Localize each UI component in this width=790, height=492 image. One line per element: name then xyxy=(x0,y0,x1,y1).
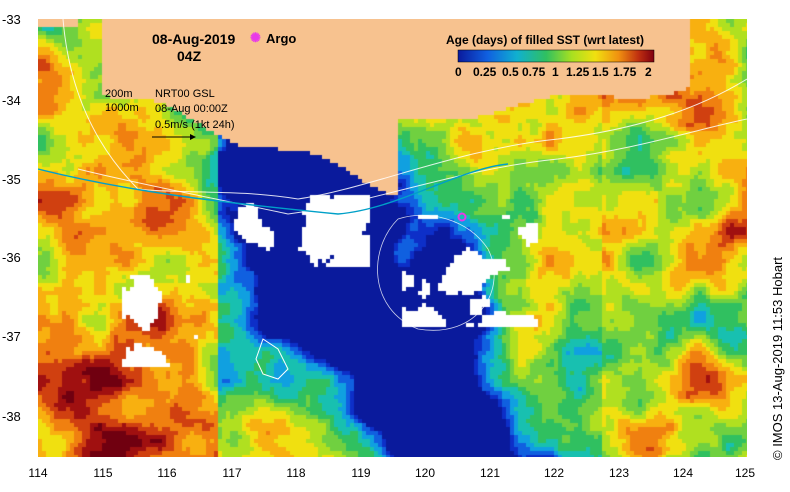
current-scale-arrow xyxy=(152,134,196,140)
lon-tick: 114 xyxy=(28,466,48,480)
lat-tick: -36 xyxy=(2,250,21,265)
legend-tick-8: 2 xyxy=(645,65,652,79)
legend-tick-1: 0.25 xyxy=(473,65,497,79)
argo-float-marker xyxy=(457,212,467,222)
lon-tick: 116 xyxy=(157,466,177,480)
credit-text: © IMOS 13-Aug-2019 11:53 Hobart xyxy=(770,256,785,460)
sst-age-raster xyxy=(38,19,747,457)
legend-title: Age (days) of filled SST (wrt latest) xyxy=(446,33,645,47)
lat-tick: -33 xyxy=(2,12,21,27)
legend-tick-3: 0.75 xyxy=(522,65,546,79)
lon-tick: 123 xyxy=(608,466,630,480)
lon-tick: 119 xyxy=(351,466,371,480)
map-date: 08-Aug-2019 xyxy=(152,31,236,47)
lon-tick: 117 xyxy=(222,466,242,480)
current-scale-label: 0.5m/s (1kt 24h) xyxy=(155,119,235,131)
legend-tick-4: 1 xyxy=(552,65,559,79)
argo-legend-label: Argo xyxy=(266,31,297,46)
map-overlay xyxy=(38,19,747,380)
lon-tick: 122 xyxy=(543,466,565,480)
legend-tick-5: 1.25 xyxy=(566,65,590,79)
lat-tick: -35 xyxy=(2,172,21,187)
isobath-1000m-label: 1000m xyxy=(105,102,139,114)
current-time-label: 08-Aug 00:00Z xyxy=(155,103,228,115)
current-source-label: NRT00 GSL xyxy=(155,88,215,100)
isobath-1000m-line xyxy=(77,118,747,215)
lat-tick: -34 xyxy=(2,93,21,108)
lon-tick: 121 xyxy=(479,466,501,480)
current-vector-line xyxy=(38,163,509,215)
isobath-200m-label: 200m xyxy=(105,88,133,100)
lon-tick: 125 xyxy=(734,466,756,480)
lon-tick: 120 xyxy=(414,466,436,480)
legend-tick-0: 0 xyxy=(455,65,462,79)
lon-tick: 115 xyxy=(93,466,113,480)
legend-tick-7: 1.75 xyxy=(613,65,637,79)
lat-tick: -38 xyxy=(2,409,21,424)
map-time: 04Z xyxy=(177,48,202,64)
eddy-contour-line xyxy=(255,338,289,380)
legend-tick-6: 1.5 xyxy=(592,65,609,79)
sst-map xyxy=(38,19,747,457)
lat-tick: -37 xyxy=(2,329,21,344)
argo-legend-icon: ✺ xyxy=(250,30,261,45)
eddy-contour-line xyxy=(377,214,495,331)
isobath-200m-line xyxy=(62,19,747,200)
lon-tick: 118 xyxy=(286,466,306,480)
legend-tick-2: 0.5 xyxy=(502,65,519,79)
lon-tick: 124 xyxy=(672,466,694,480)
legend-colorbar xyxy=(457,49,655,63)
